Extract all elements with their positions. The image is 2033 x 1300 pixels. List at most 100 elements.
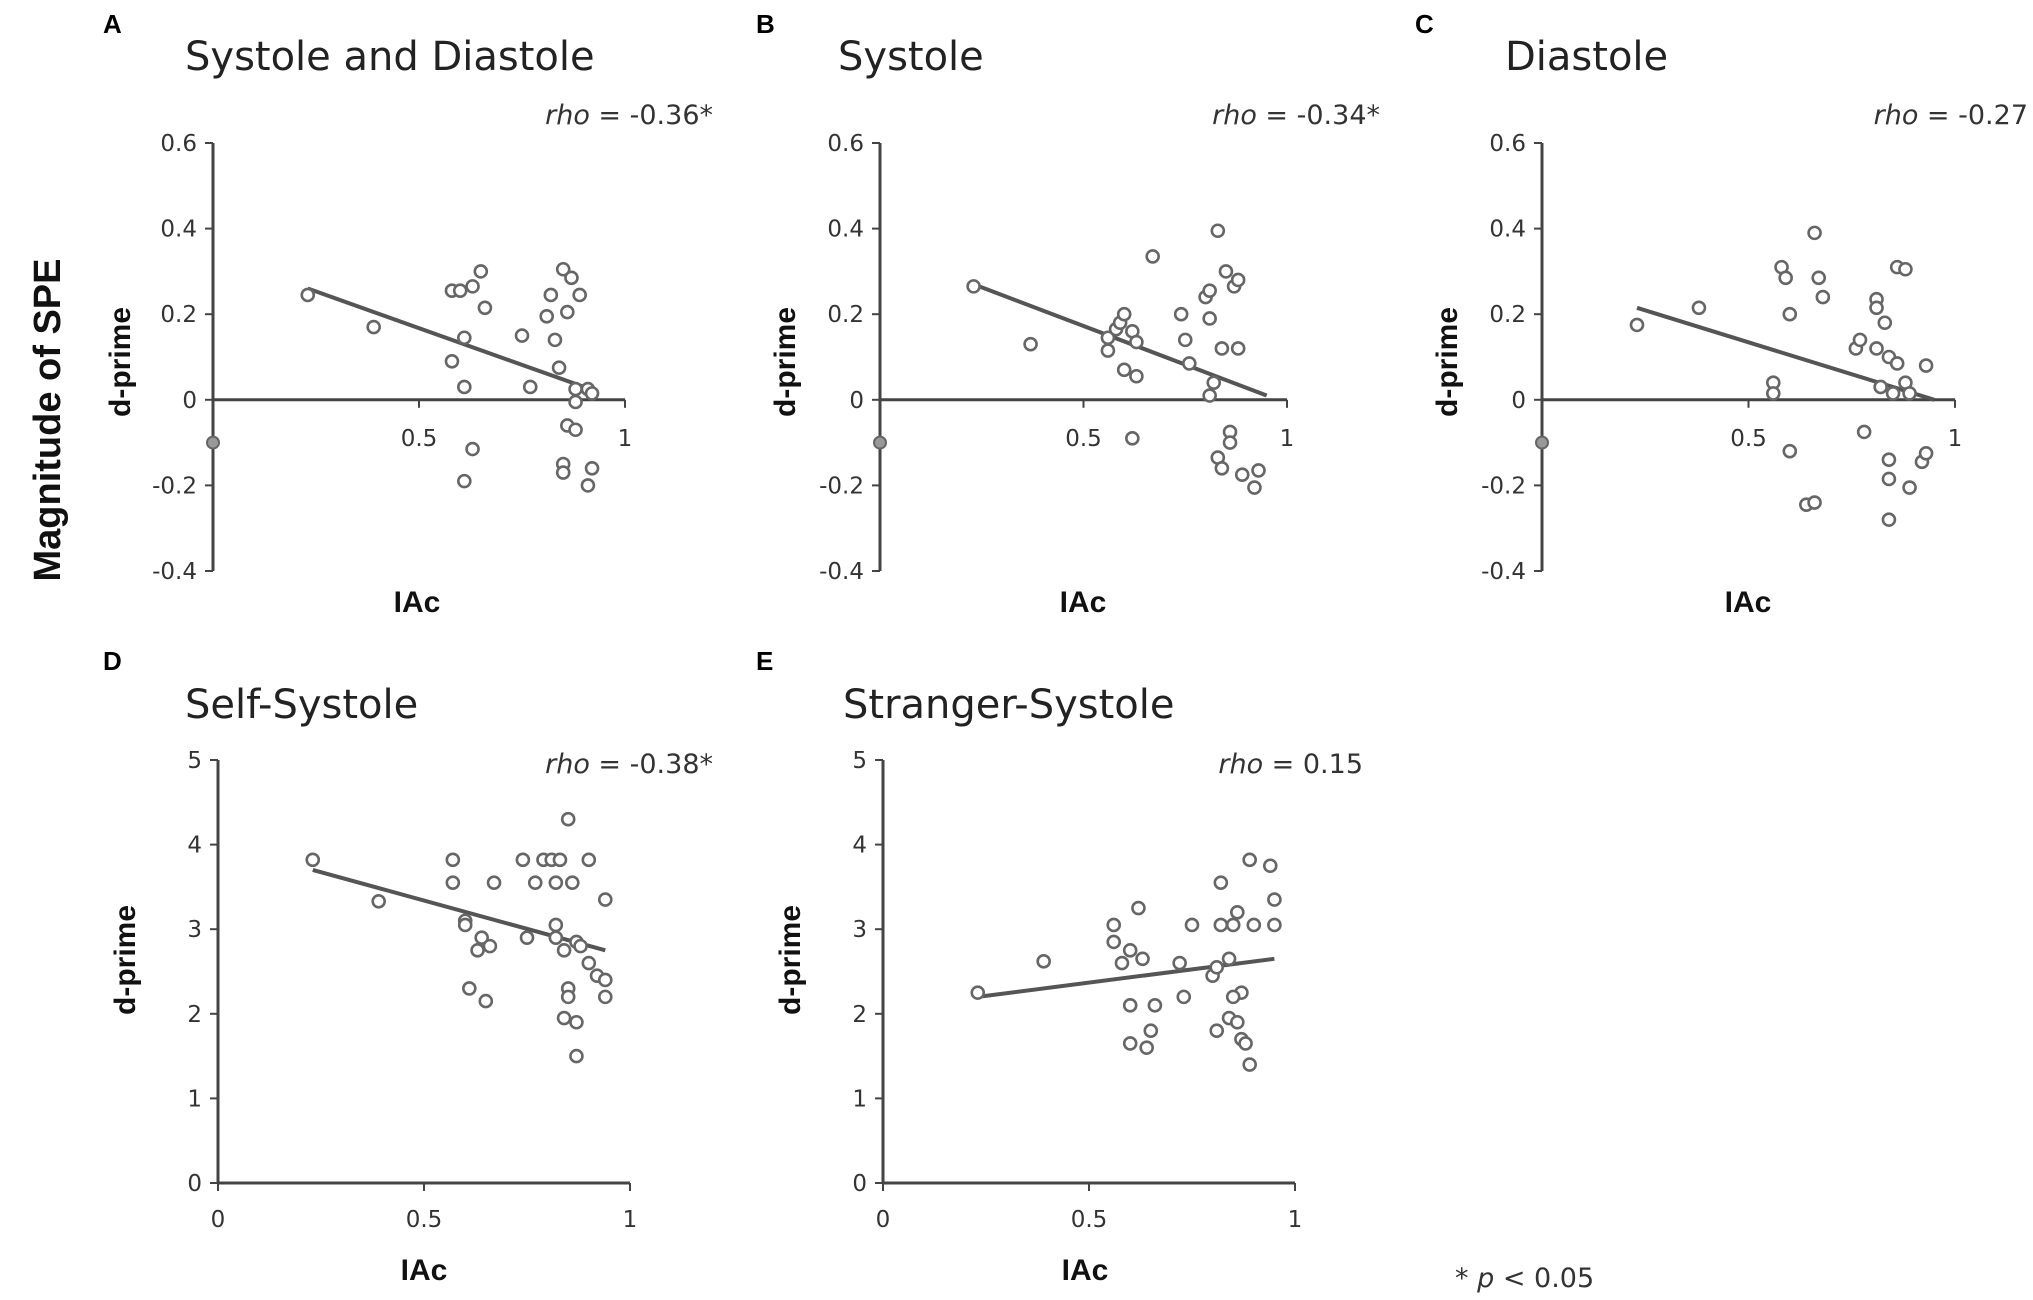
data-point [478, 993, 494, 1009]
x-tick-label: 0.5 [1730, 426, 1767, 452]
data-point [1234, 467, 1250, 483]
y-tick-label: 0.6 [827, 131, 864, 157]
data-point [551, 360, 567, 376]
y-tick-label: 0 [849, 388, 864, 414]
data-point [1691, 300, 1707, 316]
x-tick-label: 1 [1280, 426, 1295, 452]
data-point [1100, 343, 1116, 358]
data-point [1918, 445, 1934, 461]
data-point [548, 875, 564, 890]
data-point [597, 972, 613, 988]
y-tick-label: 3 [852, 917, 867, 943]
data-point [1129, 368, 1144, 384]
regression-line [307, 286, 597, 394]
data-point [514, 328, 530, 343]
data-point [1202, 388, 1217, 403]
y-tick-label: 5 [187, 748, 202, 774]
y-tick-label: 0.6 [160, 131, 197, 157]
data-point [555, 261, 571, 277]
data-point [597, 989, 613, 1005]
data-point [1902, 386, 1917, 401]
data-point [1765, 386, 1781, 401]
panel-title: Systole and Diastole [185, 34, 595, 80]
global-y-label: Magnitude of SPE [27, 259, 69, 582]
data-point [1881, 512, 1897, 527]
data-point [1782, 306, 1798, 322]
panel-b: B Systole rho = -0.34* 0.6 0.4 0.2 0 -0.2 -0.4 0.… [756, 9, 1380, 619]
data-point [1147, 998, 1163, 1013]
data-point [1889, 356, 1905, 371]
data-point [1807, 495, 1822, 510]
data-point [1143, 1023, 1159, 1039]
data-point [1230, 1014, 1245, 1030]
axis-marker [206, 435, 220, 450]
y-tick-label: 0.2 [827, 302, 864, 328]
rho-annotation: rho = -0.27 [1874, 100, 2028, 131]
data-point [1131, 900, 1146, 916]
y-axis-label: d-prime [104, 307, 137, 417]
data-point [1230, 904, 1245, 920]
panel-a: A Systole and Diastole rho = -0.36* 0.6 0.4 0… [103, 9, 713, 619]
data-point [366, 319, 381, 335]
data-point [1122, 998, 1138, 1013]
rho-value: = -0.34* [1257, 100, 1380, 131]
data-point [465, 441, 480, 457]
y-tick-label: 0.2 [1489, 302, 1526, 328]
panel-letter: C [1415, 9, 1434, 39]
y-tick-label: 1 [187, 1086, 202, 1112]
data-point [1106, 934, 1122, 950]
y-tick-label: 0 [182, 388, 197, 414]
data-point [1036, 954, 1051, 969]
data-point [1125, 431, 1140, 446]
panel-title: Stranger-Systole [843, 682, 1174, 728]
data-point [1213, 917, 1229, 933]
data-point [1267, 917, 1282, 933]
rho-symbol: rho [1874, 100, 1919, 131]
y-tick-label: 1 [852, 1086, 867, 1112]
data-point [519, 930, 535, 945]
x-tick-label: 1 [618, 426, 633, 452]
data-point [569, 1048, 584, 1064]
x-tick-label: 1 [1948, 426, 1963, 452]
rho-annotation: rho = 0.15 [1218, 749, 1363, 780]
x-axis-label: IAc [1725, 586, 1772, 619]
panel-letter: E [756, 646, 773, 676]
data-point [581, 852, 597, 868]
data-point [1262, 858, 1278, 874]
data-point [445, 852, 461, 868]
x-tick-label: 0.5 [406, 1207, 443, 1233]
rho-value: = -0.36* [590, 100, 713, 131]
y-tick-label: 0.4 [827, 217, 864, 243]
rho-annotation: rho = -0.36* [545, 100, 713, 131]
y-tick-label: 2 [187, 1002, 202, 1028]
data-point [1230, 272, 1246, 288]
data-point [465, 279, 480, 294]
y-tick-label: -0.4 [1481, 559, 1526, 585]
data-point [1214, 341, 1230, 356]
data-point [1122, 1036, 1138, 1051]
data-point [1202, 311, 1217, 326]
y-axis-label: d-prime [774, 905, 807, 1015]
y-tick-label: 0.2 [160, 302, 197, 328]
data-point [1206, 375, 1222, 390]
y-axis-label: d-prime [769, 307, 802, 417]
y-tick-label: 0 [852, 1171, 867, 1197]
data-point [1238, 1036, 1253, 1051]
y-tick-label: -0.4 [819, 559, 864, 585]
data-point [1023, 336, 1038, 352]
data-point [568, 381, 583, 397]
data-point [1139, 1040, 1154, 1055]
y-tick-label: 5 [852, 748, 867, 774]
x-tick-label: 1 [623, 1207, 638, 1233]
data-point [1172, 955, 1187, 971]
rho-annotation: rho = -0.34* [1212, 100, 1380, 131]
y-tick-label: 4 [852, 833, 867, 859]
data-point [1114, 955, 1130, 971]
data-point [1177, 332, 1193, 348]
data-point [470, 943, 485, 958]
x-tick-label: 0.5 [401, 426, 438, 452]
data-point [1778, 270, 1793, 286]
y-tick-label: 0 [1511, 388, 1526, 414]
data-point [560, 989, 576, 1005]
data-point [565, 875, 580, 890]
